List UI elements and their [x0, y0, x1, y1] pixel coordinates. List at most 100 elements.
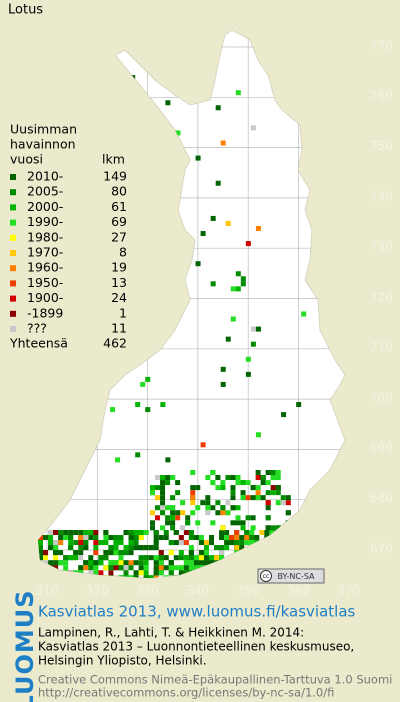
badge-box — [257, 568, 325, 584]
cell — [143, 560, 149, 566]
cell — [160, 505, 166, 511]
cell — [198, 570, 204, 576]
citation-line: Lampinen, R., Lahti, T. & Heikkinen M. 2… — [38, 626, 304, 640]
cell — [43, 555, 49, 561]
cell — [118, 555, 124, 561]
cell — [198, 535, 204, 541]
cell — [224, 570, 230, 576]
cell — [275, 525, 281, 531]
cell — [170, 495, 176, 501]
cell — [175, 480, 181, 486]
cell — [133, 575, 139, 578]
cell — [240, 495, 246, 501]
cell — [195, 155, 201, 161]
cell — [108, 570, 114, 576]
cell — [143, 570, 149, 576]
cell — [235, 520, 241, 526]
cell — [128, 530, 134, 535]
cell — [143, 565, 149, 571]
cell — [38, 575, 43, 578]
cell — [175, 490, 181, 496]
cell — [220, 381, 226, 387]
cell — [83, 540, 89, 546]
cell — [103, 550, 109, 556]
cell — [193, 555, 199, 561]
cell — [138, 530, 144, 535]
cell — [239, 545, 245, 551]
cell — [209, 560, 215, 566]
cell — [48, 560, 54, 566]
cell — [275, 500, 281, 506]
cell — [244, 565, 250, 571]
cell — [110, 407, 116, 413]
cell — [193, 560, 199, 566]
cell — [48, 575, 54, 578]
cell — [234, 575, 240, 578]
cell — [43, 560, 49, 566]
legend-heading: Uusimman — [10, 122, 77, 137]
cell — [274, 540, 280, 546]
cell — [214, 570, 220, 576]
cell — [239, 560, 245, 566]
cell — [53, 545, 59, 551]
cell — [73, 555, 79, 561]
cell — [198, 560, 204, 566]
legend-swatch — [10, 174, 16, 180]
cell — [48, 545, 54, 551]
cell — [269, 540, 275, 546]
cell — [269, 555, 275, 561]
cell — [78, 575, 84, 578]
cell — [264, 560, 270, 566]
cell — [113, 565, 119, 571]
legend-swatch — [10, 204, 16, 211]
cell — [234, 535, 240, 541]
cell — [128, 550, 134, 556]
cell — [48, 540, 54, 546]
cell — [138, 560, 144, 566]
cell — [220, 480, 226, 486]
legend-label: 1980- — [27, 229, 63, 244]
cell — [250, 515, 256, 521]
cell — [88, 575, 94, 578]
cell — [153, 540, 159, 546]
cell — [265, 505, 271, 511]
cell — [260, 495, 266, 501]
cell — [155, 515, 161, 521]
cell — [234, 565, 240, 571]
cell — [118, 565, 124, 571]
cell — [249, 570, 255, 576]
cell — [138, 565, 144, 571]
cell — [244, 560, 250, 566]
cell — [198, 555, 204, 561]
cell — [68, 535, 74, 541]
cell — [198, 540, 204, 546]
cell — [254, 550, 260, 556]
x-grid-label: 370 — [337, 584, 360, 598]
cell — [153, 570, 159, 576]
cell — [183, 560, 189, 566]
cell — [163, 530, 169, 535]
cell — [68, 570, 74, 576]
cell — [113, 540, 119, 546]
cell — [38, 575, 43, 578]
cell — [38, 570, 43, 576]
cell — [203, 570, 209, 576]
cell — [188, 535, 194, 541]
cell — [93, 570, 99, 576]
cell — [205, 500, 211, 506]
cell — [165, 150, 171, 156]
cell — [170, 510, 176, 516]
cell — [230, 485, 236, 491]
cell — [220, 510, 226, 516]
cell — [135, 452, 141, 458]
cell — [220, 485, 226, 491]
cell — [239, 560, 245, 566]
cell — [219, 550, 225, 556]
cell — [190, 495, 196, 501]
cell — [153, 555, 159, 561]
cell — [235, 515, 241, 521]
cell — [240, 490, 246, 496]
cell — [180, 525, 186, 531]
cell — [160, 266, 166, 272]
cell — [269, 535, 275, 541]
